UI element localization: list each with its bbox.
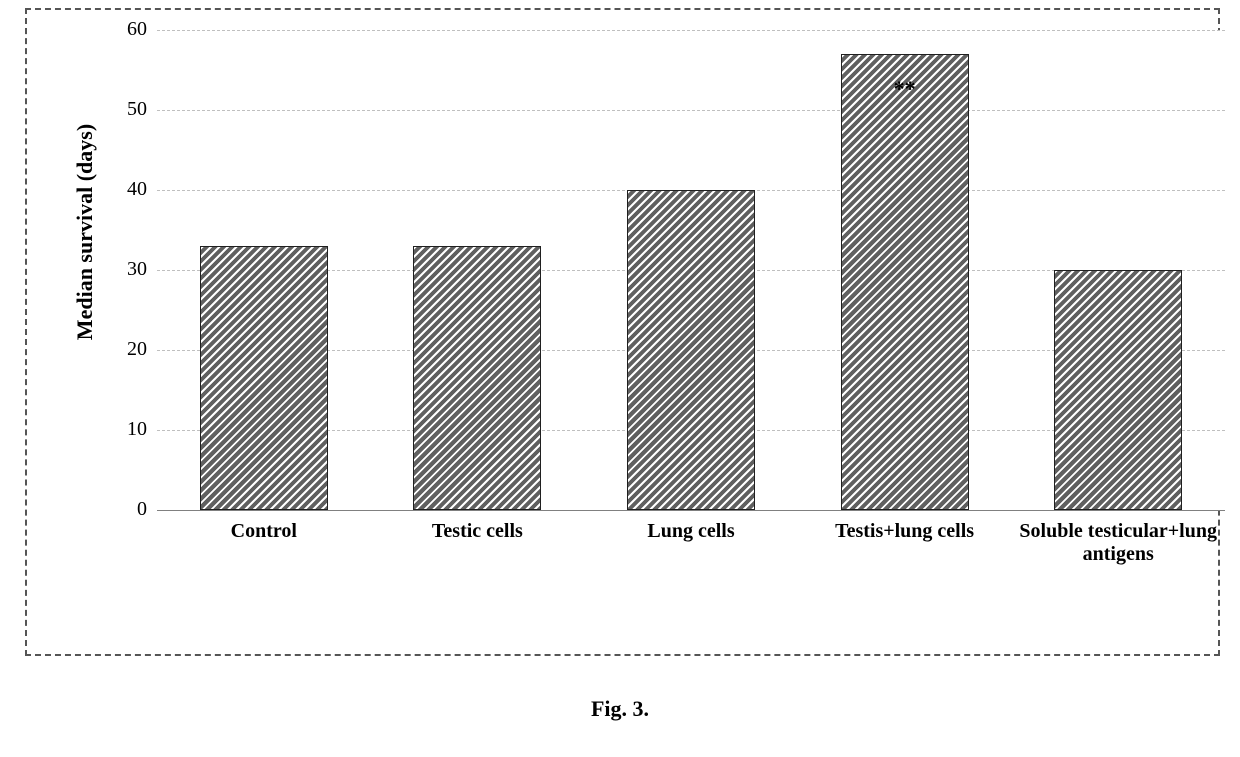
x-tick-label: Soluble testicular+lung antigens bbox=[1017, 520, 1220, 566]
bar-hatch bbox=[842, 55, 968, 509]
bar-hatch bbox=[628, 191, 754, 509]
y-tick-label: 40 bbox=[97, 178, 147, 201]
bar bbox=[1054, 270, 1182, 510]
plot-area: ** bbox=[157, 30, 1225, 510]
y-tick-label: 50 bbox=[97, 98, 147, 121]
y-tick-label: 0 bbox=[97, 498, 147, 521]
x-tick-label: Testic cells bbox=[376, 520, 579, 543]
y-axis-title: Median survival (days) bbox=[72, 40, 98, 424]
x-tick-label: Control bbox=[162, 520, 365, 543]
y-tick-label: 60 bbox=[97, 18, 147, 41]
y-tick-label: 20 bbox=[97, 338, 147, 361]
x-tick-label: Lung cells bbox=[590, 520, 793, 543]
bar-annotation: ** bbox=[841, 76, 969, 102]
bar bbox=[627, 190, 755, 510]
bar bbox=[841, 54, 969, 510]
page: ** Median survival (days) 0 10 20 30 40 50 60 C… bbox=[0, 0, 1240, 757]
bar-hatch bbox=[414, 247, 540, 509]
bars-layer: ** bbox=[157, 30, 1225, 510]
y-tick-label: 30 bbox=[97, 258, 147, 281]
bar bbox=[200, 246, 328, 510]
figure-caption: Fig. 3. bbox=[0, 696, 1240, 722]
x-axis-baseline bbox=[157, 510, 1225, 511]
bar bbox=[413, 246, 541, 510]
bar-hatch bbox=[201, 247, 327, 509]
figure-frame: ** Median survival (days) 0 10 20 30 40 50 60 C… bbox=[25, 8, 1220, 656]
x-tick-label: Testis+lung cells bbox=[803, 520, 1006, 543]
bar-hatch bbox=[1055, 271, 1181, 509]
y-tick-label: 10 bbox=[97, 418, 147, 441]
